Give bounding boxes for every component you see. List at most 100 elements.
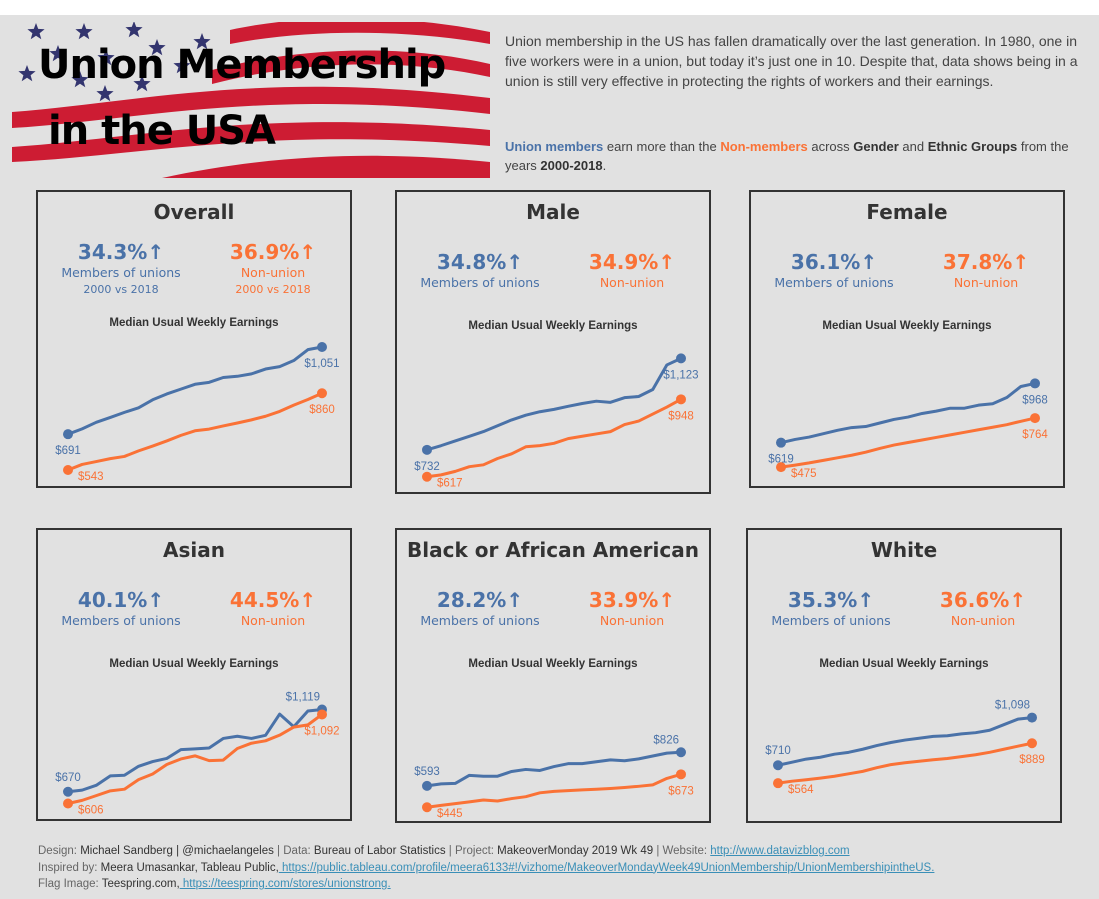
star-icon [125,22,143,38]
summary-part: earn more than the [603,139,721,154]
arrow-up-icon: ↑ [1012,250,1030,274]
non-union-line [777,741,1033,785]
union-end-point[interactable] [1030,378,1040,389]
union-label: Members of unions [774,275,894,290]
non-union-end-label: $948 [668,410,694,422]
kpi-non-union: 36.6%↑ Non-union [908,588,1058,628]
union-start-point[interactable] [776,437,786,448]
union-line [777,716,1033,767]
union-end-label: $968 [1022,394,1048,406]
star-icon [96,85,114,102]
union-end-point[interactable] [676,353,686,364]
kpi-non-union: 44.5%↑ Non-union [198,588,348,628]
star-icon [75,23,93,40]
arrow-up-icon: ↑ [147,240,165,264]
summary-text: Union members earn more than the Non-mem… [505,137,1085,175]
union-start-point[interactable] [773,760,783,771]
non-union-end-label: $673 [668,785,694,797]
non-union-start-point[interactable] [422,802,432,813]
page-title-line1: Union Membership [38,42,446,88]
non-union-end-point[interactable] [1027,738,1037,749]
gender-highlight: Gender [853,139,899,154]
summary-part: from the years [505,139,1069,173]
tableau-public-link[interactable]: https://public.tableau.com/profile/meera… [278,861,935,874]
union-end-point[interactable] [317,341,327,352]
website-link[interactable]: http://www.datavizblog.com [710,845,850,857]
footer-key: Inspired by: [38,861,101,874]
footer-line-inspired: Inspired by: Meera Umasankar, Tableau Pu… [38,860,934,877]
union-start-point[interactable] [422,780,432,791]
union-start-point[interactable] [422,444,432,455]
union-end-label: $1,051 [304,358,339,370]
footer-value: Meera Umasankar, Tableau Public, [100,861,279,874]
union-start-point[interactable] [63,786,73,797]
non-union-start-point[interactable] [422,471,432,482]
ethnic-highlight: Ethnic Groups [927,139,1018,154]
non-union-start-label: $543 [78,471,104,483]
footer-value: Teespring.com, [101,878,180,890]
non-union-end-point[interactable] [676,769,686,780]
union-end-point[interactable] [1027,712,1037,723]
teespring-link[interactable]: https://teespring.com/stores/unionstrong… [179,878,391,890]
arrow-up-icon: ↑ [299,240,317,264]
non-union-pct: 36.6% [939,588,1010,612]
union-start-label: $710 [765,745,791,757]
chart-title: Median Usual Weekly Earnings [822,320,992,332]
footer-line-credits: Design: Michael Sandberg | @michaelangel… [38,843,934,860]
non-union-end-label: $1,092 [304,725,339,737]
non-union-pct: 34.9% [588,250,659,274]
non-union-start-point[interactable] [773,778,783,789]
non-union-start-point[interactable] [63,798,73,809]
kpi-non-union: 36.9%↑ Non-union 2000 vs 2018 [198,240,348,296]
panel-title: Overall [153,200,235,224]
us-flag-image [12,22,490,178]
non-union-start-point[interactable] [776,462,786,473]
arrow-up-icon: ↑ [506,588,524,612]
union-line [426,750,682,788]
star-icons [18,22,211,102]
non-union-label: Non-union [240,265,306,280]
non-union-pct: 37.8% [942,250,1013,274]
union-pct: 34.3% [77,240,148,264]
page-title-line2: in the USA [48,108,276,154]
footer-value: Bureau of Labor Statistics [313,845,446,857]
union-start-point[interactable] [63,429,73,440]
non-union-end-point[interactable] [317,709,327,720]
panel-white: White 35.3%↑ Members of unions 36.6%↑ No… [746,528,1062,823]
chart-title: Median Usual Weekly Earnings [468,320,638,332]
union-line [780,381,1036,445]
union-end-point[interactable] [676,747,686,758]
kpi-non-union: 33.9%↑ Non-union [557,588,707,628]
non-union-start-label: $606 [78,804,104,816]
non-union-pct: 44.5% [229,588,300,612]
non-union-line [426,397,682,479]
kpi-union: 34.8%↑ Members of unions [405,250,555,290]
star-icon [18,65,36,82]
footer-key: | Website: [653,845,711,857]
kpi-union: 36.1%↑ Members of unions [759,250,909,290]
panel-title: Black or African American [407,538,699,562]
kpi-union: 34.3%↑ Members of unions 2000 vs 2018 [46,240,196,296]
union-start-label: $732 [414,461,440,473]
summary-part: . [602,158,607,173]
union-start-label: $593 [414,766,440,778]
intro-text: Union membership in the US has fallen dr… [505,33,1078,89]
non-union-end-point[interactable] [317,388,327,399]
line-chart: $619 $968 $475 $764 [768,378,1048,480]
non-union-start-label: $475 [791,468,817,480]
union-sub: 2000 vs 2018 [83,283,159,296]
union-pct: 40.1% [77,588,148,612]
union-label: Members of unions [771,613,891,628]
non-union-line [426,772,682,809]
non-union-line [780,416,1036,469]
footer-key: Flag Image: [38,878,102,890]
panel-male: Male 34.8%↑ Members of unions 34.9%↑ Non… [395,190,711,494]
non-union-start-label: $564 [788,784,814,796]
non-union-end-point[interactable] [676,394,686,405]
footer: Design: Michael Sandberg | @michaelangel… [38,843,934,893]
non-union-end-label: $889 [1019,754,1045,766]
panel-female: Female 36.1%↑ Members of unions 37.8%↑ N… [749,190,1065,488]
union-line [426,357,682,452]
non-union-start-point[interactable] [63,465,73,476]
non-union-end-point[interactable] [1030,413,1040,424]
